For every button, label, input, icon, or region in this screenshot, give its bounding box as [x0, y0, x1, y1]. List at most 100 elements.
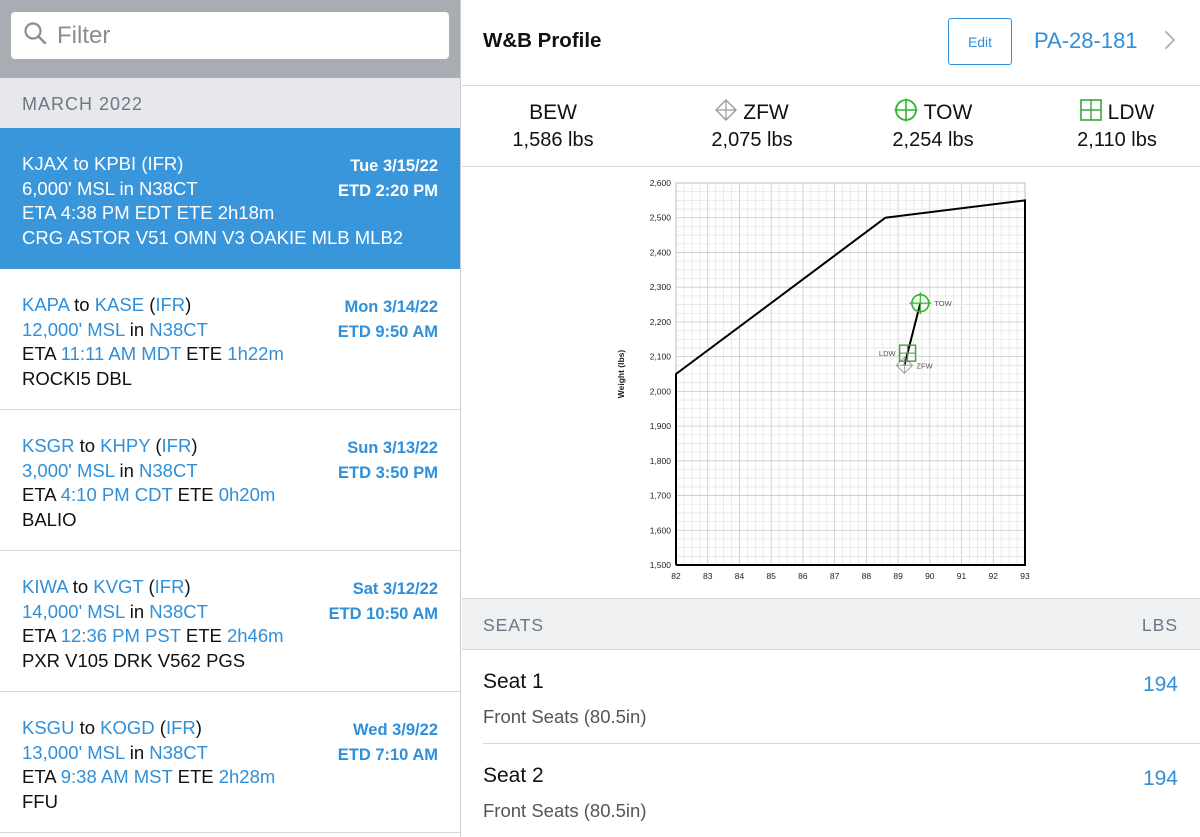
x-tick-label: 83 — [703, 571, 713, 581]
y-tick-label: 2,600 — [650, 178, 672, 188]
trip-ete: 2h18m — [217, 202, 275, 224]
trip-to-word: to — [74, 294, 90, 315]
trip-flight-rule: IFR — [147, 153, 178, 174]
weight-label: ZFW — [743, 101, 789, 124]
weight-ldw: LDW 2,110 lbs — [1052, 99, 1182, 152]
chevron-right-icon[interactable] — [1164, 30, 1176, 55]
seat-subtitle: Front Seats (80.5in) — [483, 706, 647, 727]
y-tick-label: 1,500 — [650, 560, 672, 570]
seat-row-2[interactable]: Seat 2 Front Seats (80.5in) 194 — [462, 744, 1200, 837]
trip-route-string: FFU — [22, 791, 58, 813]
trip-altitude: 14,000' MSL — [22, 600, 125, 622]
trip-aircraft: N38CT — [149, 600, 208, 622]
trip-row[interactable]: KSGR to KHPY (IFR) 3,000' MSL in N38CT ETA… — [0, 410, 460, 551]
trip-rule-paren: ) — [177, 153, 184, 174]
zfw-point-label: ZFW — [916, 361, 933, 370]
trip-in-word: in — [129, 600, 145, 622]
trip-list-pane: MARCH 2022 KJAX to KPBI (IFR)6,000' MSL … — [0, 0, 461, 837]
x-tick-label: 82 — [671, 571, 681, 581]
y-tick-label: 2,000 — [650, 386, 672, 396]
filter-box[interactable] — [11, 12, 449, 59]
tow-point-label: TOW — [934, 299, 952, 308]
trip-row[interactable]: KJAX to KPBI (IFR) 6,000' MSL in N38CT ETA… — [0, 128, 460, 269]
lbs-header-label: LBS — [1141, 615, 1178, 635]
y-tick-label: 2,200 — [650, 317, 672, 327]
trip-destination: KVGT — [93, 576, 144, 597]
trip-destination: KPBI — [94, 153, 137, 174]
trip-in-word: in — [129, 318, 145, 340]
trip-row[interactable]: KSGU to KOGD (IFR) 13,000' MSL in N38CT ET… — [0, 692, 460, 833]
page-title: W&B Profile — [483, 29, 602, 52]
x-tick-label: 88 — [862, 571, 872, 581]
x-tick-label: 86 — [798, 571, 808, 581]
trip-to-word: to — [79, 717, 96, 738]
x-tick-label: 89 — [893, 571, 903, 581]
y-tick-label: 2,400 — [650, 247, 672, 257]
edit-button[interactable]: Edit — [948, 18, 1012, 65]
trip-list: KJAX to KPBI (IFR) 6,000' MSL in N38CT ETA… — [0, 128, 460, 833]
weight-label: BEW — [529, 101, 577, 124]
trip-to-word: to — [79, 435, 96, 456]
seats-section-header: SEATS LBS — [462, 598, 1200, 650]
trip-ete-word: ETE — [177, 766, 214, 788]
month-section-header: MARCH 2022 — [0, 78, 460, 128]
weight-value: 2,254 lbs — [892, 129, 974, 151]
trip-origin: KAPA — [22, 294, 69, 315]
trip-to-word: to — [72, 576, 89, 597]
seat-weight[interactable]: 194 — [1142, 767, 1178, 790]
trip-route-string: BALIO — [22, 509, 77, 531]
trip-route-line: KSGR to KHPY (IFR) — [22, 434, 438, 459]
trip-rule-paren: ) — [184, 576, 191, 597]
aircraft-type-link[interactable]: PA-28-181 — [1034, 28, 1138, 53]
y-axis-label: Weight (lbs) — [616, 350, 626, 399]
trip-date: Sat 3/12/22 — [352, 580, 438, 598]
trip-route-string: PXR V105 DRK V562 PGS — [22, 650, 246, 672]
trip-origin: KSGU — [22, 717, 75, 738]
trip-eta: 9:38 AM MST — [60, 766, 173, 788]
seats-header-label: SEATS — [483, 615, 545, 635]
trip-ete: 2h28m — [218, 766, 276, 788]
trip-rule-paren: ( — [148, 576, 155, 597]
trip-altitude-line: 3,000' MSL in N38CT — [22, 459, 438, 484]
trip-rule-paren: ) — [195, 717, 202, 738]
cg-envelope-line — [675, 199, 1026, 566]
weight-bew: BEW 1,586 lbs — [508, 100, 598, 152]
wb-header: W&B Profile Edit PA-28-181 — [462, 0, 1200, 86]
trip-date: Tue 3/15/22 — [350, 157, 438, 175]
trip-destination: KOGD — [100, 717, 155, 738]
trip-date-column: Tue 3/15/22 ETD 2:20 PM — [338, 154, 438, 203]
trip-eta-word: ETA — [22, 343, 56, 365]
trip-destination: KASE — [94, 294, 145, 315]
zfw-diamond-icon — [715, 99, 738, 127]
y-tick-label: 2,100 — [650, 352, 672, 362]
filter-input[interactable] — [57, 21, 417, 50]
trip-altitude: 12,000' MSL — [22, 318, 125, 340]
trip-row[interactable]: KIWA to KVGT (IFR) 14,000' MSL in N38CT ET… — [0, 551, 460, 692]
trip-date: Sun 3/13/22 — [347, 439, 438, 457]
trip-route-string: CRG ASTOR V51 OMN V3 OAKIE MLB MLB2 — [22, 227, 404, 249]
trip-eta-line: ETA 9:38 AM MST ETE 2h28m — [22, 765, 438, 790]
filter-bar — [0, 0, 460, 78]
trip-altitude: 3,000' MSL — [22, 459, 115, 481]
trip-ete: 1h22m — [227, 343, 284, 365]
trip-flight-rule: IFR — [154, 576, 185, 597]
trip-in-word: in — [119, 177, 134, 199]
trip-aircraft: N38CT — [149, 318, 208, 340]
trip-eta-line: ETA 12:36 PM PST ETE 2h46m — [22, 624, 438, 649]
cg-envelope-svg: 82 83 84 85 86 87 88 89 90 91 92 93 1,500 1,600 1,700 1… — [616, 178, 1030, 581]
seat-weight[interactable]: 194 — [1142, 673, 1178, 696]
trip-eta: 4:10 PM CDT — [60, 484, 173, 506]
trip-rule-paren: ( — [159, 717, 166, 738]
trip-eta-line: ETA 4:38 PM EDT ETE 2h18m — [22, 201, 438, 226]
trip-date: Mon 3/14/22 — [344, 298, 438, 316]
trip-row[interactable]: KAPA to KASE (IFR) 12,000' MSL in N38CT ET… — [0, 269, 460, 410]
y-tick-label: 1,700 — [650, 491, 672, 501]
trip-eta: 12:36 PM PST — [60, 625, 181, 647]
seat-row-1[interactable]: Seat 1 Front Seats (80.5in) 194 — [462, 650, 1200, 744]
trip-eta-word: ETA — [22, 766, 56, 788]
trip-eta-word: ETA — [22, 625, 56, 647]
trip-eta-word: ETA — [22, 202, 56, 224]
trip-ete-word: ETE — [177, 484, 214, 506]
trip-altitude-line: 14,000' MSL in N38CT — [22, 600, 438, 625]
trip-route-line: KJAX to KPBI (IFR) — [22, 152, 438, 177]
